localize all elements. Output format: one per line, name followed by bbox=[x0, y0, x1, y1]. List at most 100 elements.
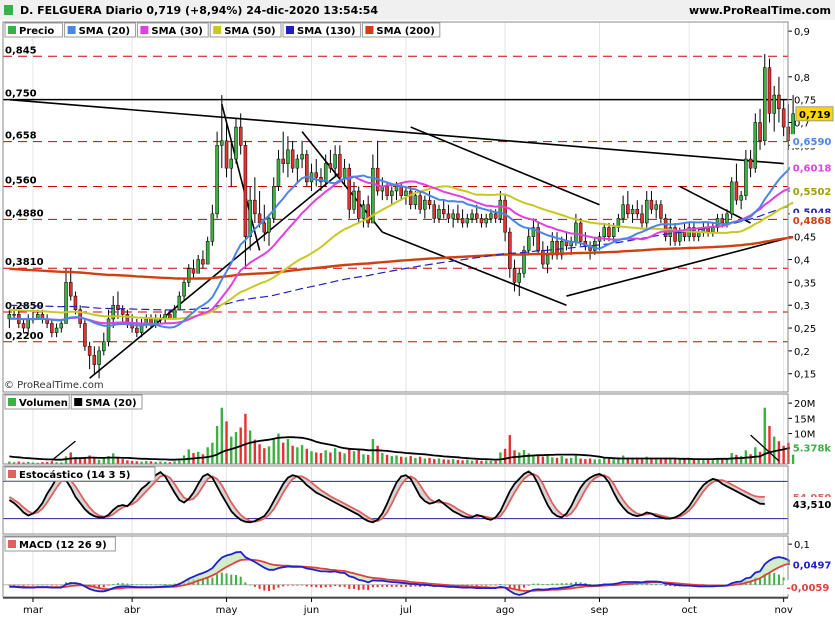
volume-bar bbox=[688, 459, 691, 464]
volume-value-box bbox=[789, 440, 833, 455]
volume-bar bbox=[654, 459, 658, 464]
price-candle bbox=[153, 318, 158, 324]
macd-histogram-bar bbox=[131, 583, 134, 585]
macd-histogram-bar bbox=[258, 584, 261, 589]
volume-legend-label: SMA (20) bbox=[85, 398, 136, 409]
macd-histogram-bar bbox=[107, 584, 110, 586]
volume-bar bbox=[428, 457, 431, 464]
macd-histogram-bar bbox=[768, 572, 771, 585]
macd-histogram-bar bbox=[551, 583, 554, 585]
price-candle bbox=[720, 218, 725, 224]
price-candle bbox=[621, 204, 625, 219]
price-candle bbox=[187, 268, 191, 283]
volume-bar bbox=[168, 462, 172, 464]
macd-histogram-bar bbox=[135, 584, 138, 585]
macd-histogram-bar bbox=[579, 582, 582, 585]
price-candle bbox=[385, 186, 389, 196]
volume-bar bbox=[400, 456, 403, 464]
price-candle bbox=[271, 186, 276, 219]
volume-bar bbox=[414, 457, 417, 464]
volume-bar bbox=[560, 456, 563, 464]
volume-bar bbox=[286, 439, 290, 464]
sma30-line bbox=[9, 175, 794, 325]
volume-bar bbox=[126, 460, 129, 464]
stoch-k-line bbox=[8, 470, 765, 524]
macd-histogram-bar bbox=[645, 583, 648, 585]
macd-histogram-bar bbox=[17, 584, 20, 586]
macd-histogram-bar bbox=[499, 583, 502, 585]
volume-bar bbox=[381, 453, 384, 464]
price-candle bbox=[404, 190, 408, 196]
price-candle bbox=[356, 190, 361, 219]
volume-bar bbox=[371, 439, 375, 464]
price-candle bbox=[87, 346, 92, 356]
volume-bar bbox=[683, 459, 686, 464]
volume-bar bbox=[201, 454, 205, 464]
price-candle bbox=[767, 67, 772, 114]
macd-histogram-bar bbox=[367, 584, 370, 591]
price-candle bbox=[451, 213, 455, 219]
volume-bar bbox=[508, 435, 512, 464]
macd-histogram-bar bbox=[211, 577, 214, 585]
price-candle bbox=[399, 186, 403, 196]
macd-histogram-bar bbox=[574, 581, 577, 585]
volume-bar bbox=[267, 446, 271, 464]
macd-histogram-bar bbox=[149, 584, 152, 585]
macd-histogram-bar bbox=[669, 584, 672, 587]
volume-bar bbox=[272, 438, 275, 464]
volume-trendline bbox=[750, 434, 780, 462]
volume-bar bbox=[485, 460, 488, 464]
x-axis-month-label: nov bbox=[774, 605, 792, 616]
price-candle bbox=[578, 222, 583, 242]
macd-histogram-bar bbox=[116, 583, 119, 585]
price-level-label: 0,3810 bbox=[5, 257, 44, 268]
price-candle bbox=[753, 122, 758, 169]
price-candle bbox=[602, 227, 606, 237]
price-value-label: 0,719 bbox=[799, 110, 831, 121]
volume-bar bbox=[154, 461, 157, 464]
price-candle bbox=[50, 323, 54, 333]
macd-histogram-bar bbox=[50, 584, 53, 586]
volume-bar bbox=[777, 441, 781, 464]
price-candle bbox=[196, 259, 200, 274]
volume-bar bbox=[366, 454, 370, 464]
macd-legend-box bbox=[4, 536, 116, 552]
volume-bar bbox=[782, 445, 785, 464]
price-candle bbox=[630, 209, 635, 215]
stoch-legend-swatch bbox=[8, 470, 16, 478]
macd-histogram-bar bbox=[324, 584, 327, 588]
macd-histogram-bar bbox=[102, 584, 105, 588]
macd-histogram-bar bbox=[145, 584, 148, 585]
volume-bar bbox=[518, 452, 521, 464]
macd-histogram-bar bbox=[409, 584, 412, 587]
price-candle bbox=[744, 158, 748, 196]
macd-histogram-bar bbox=[480, 584, 483, 586]
price-candle bbox=[456, 213, 460, 219]
price-level-label: 0,750 bbox=[5, 89, 37, 100]
price-candle bbox=[725, 213, 729, 224]
volume-bar bbox=[565, 458, 568, 464]
price-legend-label: SMA (20) bbox=[79, 26, 130, 37]
volume-bar bbox=[121, 459, 124, 464]
price-candle bbox=[460, 218, 465, 224]
macd-histogram-bar bbox=[773, 573, 776, 585]
macd-histogram-bar bbox=[46, 584, 49, 586]
macd-histogram-bar bbox=[565, 583, 568, 585]
macd-histogram-bar bbox=[230, 574, 233, 585]
volume-bar bbox=[206, 447, 209, 464]
volume-bar bbox=[621, 455, 625, 464]
volume-bar bbox=[135, 461, 139, 464]
price-candle bbox=[267, 218, 271, 233]
price-candle bbox=[644, 199, 649, 224]
stoch-d-line bbox=[8, 473, 765, 523]
macd-histogram-bar bbox=[277, 584, 280, 588]
volume-bar bbox=[324, 450, 327, 464]
price-candle bbox=[12, 314, 16, 316]
macd-histogram-bar bbox=[173, 583, 176, 585]
price-candle bbox=[673, 227, 677, 242]
price-value-label: 0,6018 bbox=[793, 163, 832, 174]
price-value-label: 0,6590 bbox=[793, 137, 832, 148]
price-legend-swatch bbox=[286, 26, 294, 34]
price-level-label: 0,2850 bbox=[5, 301, 44, 312]
volume-bar bbox=[664, 457, 667, 464]
